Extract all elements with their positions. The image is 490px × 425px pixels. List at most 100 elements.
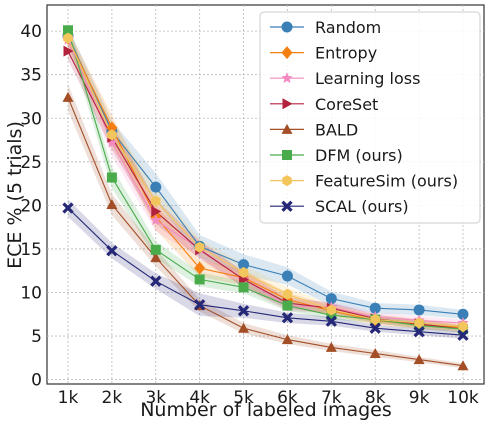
legend-swatch-bald [281,123,293,134]
random-band [68,26,463,319]
y-tick-label: 30 [20,109,42,129]
legend-swatch-entropy [281,46,293,60]
featuresim-ours-line [67,37,464,328]
legend-label-featuresim-ours: FeatureSim (ours) [315,172,458,191]
x-tick-labels: 1k 2k 3k 4k 5k 6k 7k 8k 9k 10k [58,388,479,408]
legend-label-scal-ours: SCAL (ours) [315,197,409,216]
featuresim-ours-point [458,321,468,332]
legend-label-random: Random [315,18,381,37]
x-tick-label: 8k [365,388,386,408]
scal-ours-point [150,275,162,287]
y-tick-label: 25 [20,153,42,173]
legend-label-coreset: CoreSet [315,95,378,114]
scal-ours-point [281,312,294,324]
scal-ours-point [237,305,250,317]
random-line [67,35,464,315]
featuresim-ours-point [326,304,337,316]
featuresim-ours-point [107,129,117,141]
scal-ours-point [413,326,425,338]
x-tick-label: 6k [277,388,298,408]
x-tick-label: 5k [233,388,254,408]
random-point [150,181,162,193]
legend: Random Entropy Learning loss CoreSet BALD DFM… [259,11,481,224]
dfm-ours-line [67,30,464,330]
bald-point [325,341,337,352]
bald-point [413,354,425,365]
legend-swatch-coreset [282,98,293,110]
y-tick-label: 0 [31,371,42,391]
learning-loss-point [150,214,162,226]
legend-swatch-dfm-ours [282,150,292,160]
dfm-ours-point [238,282,249,293]
bald-point [106,199,118,210]
bald-line [67,97,464,367]
featuresim-ours-point [238,266,249,278]
random-point [281,270,293,282]
scal-ours-point [106,245,118,257]
featuresim-ours-band [68,29,463,331]
y-tick-label: 5 [31,327,42,347]
featuresim-ours-point [370,314,380,326]
scal-ours-point [194,299,206,311]
coreset-point [63,45,74,57]
y-tick-label: 15 [20,240,42,260]
y-tick-label: 10 [20,284,42,304]
scal-ours-band [68,199,463,339]
y-tick-label: 20 [20,196,42,216]
featuresim-ours-point [151,195,161,207]
legend-label-bald: BALD [315,120,358,139]
y-axis-label: ECE % (5 trials) [4,121,26,269]
legend-label-dfm-ours: DFM (ours) [315,146,403,165]
legend-swatch-scal-ours [281,200,293,212]
scal-ours-point [457,329,469,341]
random-point [325,293,337,305]
dfm-ours-point [63,25,73,36]
dfm-ours-band [68,21,463,333]
scal-ours-point [62,202,74,214]
series-markers [62,25,469,371]
random-point [238,259,250,271]
bald-point [369,348,381,359]
bald-point [62,91,74,102]
entropy-point [194,261,206,275]
legend-label-entropy: Entropy [315,44,377,63]
dfm-ours-point [106,172,117,183]
scal-ours-point [369,322,381,334]
bald-point [281,334,293,345]
random-point [457,308,469,320]
x-tick-label: 10k [447,388,479,408]
legend-box [259,11,481,224]
y-tick-labels: 0 5 10 15 20 25 30 35 40 [20,22,42,391]
y-tick-label: 40 [20,22,42,42]
dfm-ours-point [282,300,293,311]
x-tick-label: 3k [145,388,166,408]
featuresim-ours-point [414,317,424,329]
legend-swatch-learning-loss [281,72,293,84]
plot-frame [46,4,485,385]
learning-loss-line [67,39,464,324]
bald-point [238,322,250,333]
dfm-ours-point [194,274,205,285]
entropy-point [106,121,118,135]
x-tick-label: 7k [321,388,342,408]
featuresim-ours-point [194,241,205,253]
legend-swatch-featuresim-ours [282,175,292,187]
y-tick-label: 35 [20,66,42,86]
series-lines [67,30,464,367]
dfm-ours-point [150,244,161,255]
x-tick-label: 9k [409,388,430,408]
learning-loss-point [106,136,118,148]
featuresim-ours-point [282,288,293,300]
random-point [369,302,381,314]
legend-label-learning-loss: Learning loss [315,69,420,88]
scal-ours-line [67,207,464,336]
x-axis-label: Number of labeled images [140,399,392,421]
random-point [413,304,425,316]
x-tick-label: 1k [58,388,79,408]
x-tick-label: 4k [189,388,210,408]
bald-point [457,360,469,371]
x-tick-label: 2k [102,388,123,408]
scal-ours-point [325,315,337,327]
coreset-point [151,205,162,217]
